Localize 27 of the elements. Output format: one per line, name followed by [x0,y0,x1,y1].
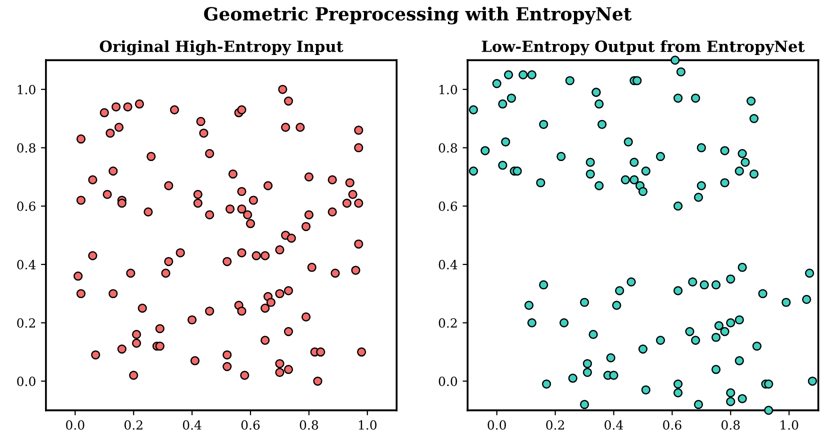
text: Geometric Preprocessing with EntropyNet [204,6,632,24]
chart-title: Low-Entropy Output from EntropyNet [482,40,805,56]
x-tick-label: 1.0 [780,420,798,430]
x-tick-label: 0.0 [488,420,506,430]
y-tick-label: 0.6 [17,202,36,212]
y-tick-label: 1.0 [440,84,458,94]
y-tick-label: 0.8 [438,143,458,153]
x-tick-label: 0.8 [722,420,740,430]
y-tick-label: 0.0 [438,376,458,386]
chart-title: Original High-Entropy Input [100,40,344,56]
x-tick-label: 0.6 [663,420,682,430]
y-tick-label: 0.0 [17,376,36,386]
x-tick-label: 0.0 [66,420,84,430]
x-tick-label: 0.8 [300,420,318,430]
y-tick-label: 1.0 [18,84,36,94]
x-tick-label: 0.2 [546,420,564,430]
y-tick-label: 0.4 [438,260,458,270]
y-tick-label: 0.2 [17,318,35,328]
y-tick-label: 0.8 [17,143,36,153]
x-tick-label: 0.4 [182,420,202,430]
x-tick-label: 0.6 [241,420,260,430]
y-tick-label: 0.2 [438,318,457,328]
y-tick-label: 0.4 [17,260,36,270]
x-tick-label: 1.0 [358,420,377,430]
y-tick-label: 0.6 [438,202,458,212]
x-tick-label: 0.4 [604,420,624,430]
x-tick-label: 0.2 [124,420,142,430]
